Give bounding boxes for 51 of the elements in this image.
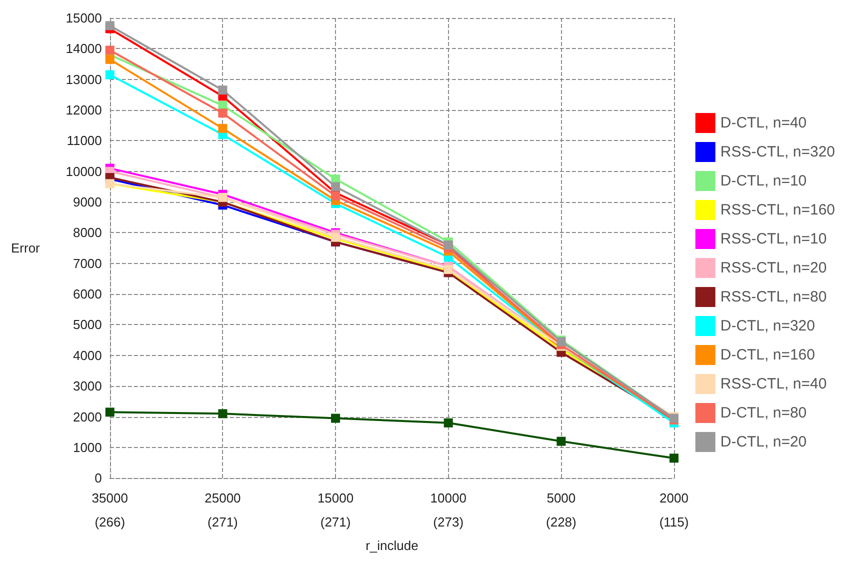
y-tick-label: 12000 — [66, 102, 102, 118]
x-tick-label: 10000 (273) — [430, 490, 466, 530]
point — [218, 108, 228, 118]
y-tick-label: 4000 — [72, 348, 102, 363]
point — [444, 418, 453, 428]
point — [331, 191, 340, 200]
y-tick-label: 6000 — [72, 286, 102, 302]
y-tick-label: 13000 — [66, 72, 102, 87]
y-tick-label: 5000 — [72, 317, 102, 332]
point — [105, 408, 114, 417]
point — [105, 54, 114, 64]
legend-label: D-CTL, n=40 — [720, 114, 807, 132]
y-axis-title: Error — [11, 240, 41, 256]
x-tick-label: 5000 (228) — [546, 490, 576, 530]
point — [105, 21, 114, 30]
point — [218, 86, 228, 95]
point — [218, 409, 228, 418]
y-tick-label: 0 — [94, 470, 102, 486]
legend-label: D-CTL, n=20 — [720, 434, 807, 450]
y-tick-label: 10000 — [66, 164, 102, 179]
y-tick-label: 8000 — [72, 225, 102, 240]
y-tick-label: 2000 — [72, 409, 102, 424]
point — [105, 70, 114, 80]
y-tick-label: 15000 — [66, 10, 102, 26]
legend-label: RSS-CTL, n=80 — [720, 288, 827, 306]
point — [331, 414, 340, 423]
y-tick-label: 14000 — [66, 41, 102, 56]
point — [556, 436, 566, 446]
legend-label: RSS-CTL, n=10 — [720, 230, 827, 248]
legend-label: RSS-CTL, n=40 — [720, 376, 827, 392]
point — [331, 182, 340, 192]
x-tick-label: 25000 (271) — [204, 490, 241, 530]
point — [670, 454, 678, 463]
legend-label: RSS-CTL, n=20 — [720, 260, 827, 276]
legend-label: D-CTL, n=160 — [720, 346, 815, 364]
x-tick-label: 15000 (271) — [317, 490, 354, 530]
legend-label: D-CTL, n=320 — [720, 318, 815, 334]
point — [218, 124, 228, 133]
legend-label: RSS-CTL, n=160 — [720, 202, 835, 218]
y-tick-label: 1000 — [72, 440, 102, 455]
x-tick-label: 35000 (266) — [92, 490, 128, 530]
y-tick-label: 11000 — [66, 133, 102, 148]
x-axis-title: r_include — [366, 538, 418, 553]
point — [105, 46, 114, 55]
legend-label: D-CTL, n=80 — [720, 404, 807, 422]
legend-label: D-CTL, n=10 — [720, 172, 807, 190]
y-tick-label: 9000 — [72, 194, 102, 210]
x-tick-label: 2000 (115) — [659, 490, 689, 530]
legend-label: RSS-CTL, n=320 — [720, 144, 835, 160]
y-tick-label: 3000 — [72, 378, 102, 394]
y-tick-label: 7000 — [72, 256, 102, 271]
